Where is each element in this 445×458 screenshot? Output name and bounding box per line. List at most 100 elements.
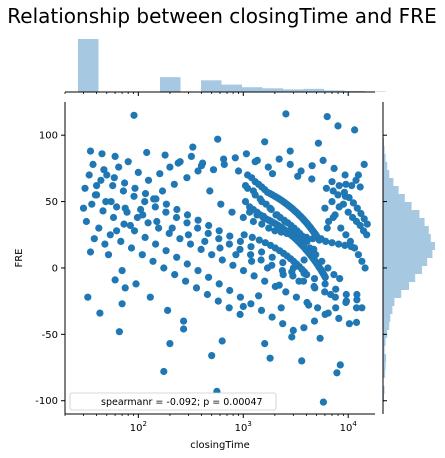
scatter-point (109, 182, 117, 190)
scatter-point (134, 168, 142, 176)
right-hist-bar (383, 258, 428, 266)
right-hist-bar (383, 314, 391, 322)
scatter-point (132, 280, 140, 288)
scatter-point (131, 184, 139, 192)
scatter-point (208, 352, 216, 360)
scatter-point (226, 232, 234, 240)
scatter-point (357, 209, 365, 218)
scatter-point (107, 198, 115, 206)
scatter-point (256, 195, 264, 203)
scatter-point (113, 203, 121, 211)
scatter-point (170, 180, 178, 188)
scatter-point (321, 310, 329, 318)
scatter-point (258, 248, 266, 256)
scatter-point (247, 251, 255, 259)
right-hist-bar (383, 274, 416, 282)
y-tick-label: 0 (52, 263, 58, 274)
scatter-point (248, 257, 256, 265)
y-tick-label: 50 (45, 197, 58, 208)
scatter-point (85, 171, 93, 179)
scatter-point (208, 251, 216, 259)
right-hist-bar (383, 202, 412, 210)
scatter-point (240, 231, 248, 239)
scatter-point (89, 160, 97, 168)
scatter-point (138, 251, 146, 259)
right-hist-bar (383, 226, 429, 234)
scatter-point (189, 143, 197, 151)
scatter-point (162, 208, 170, 216)
scatter-point (351, 244, 359, 252)
scatter-point (176, 158, 184, 166)
x-axis-label: closingTime (190, 440, 250, 451)
scatter-point (314, 304, 322, 312)
scatter-point (225, 240, 233, 248)
scatter-point (194, 267, 202, 275)
scatter-point (146, 293, 154, 301)
scatter-point (255, 292, 263, 300)
scatter-point (257, 306, 266, 314)
top-hist-bar (303, 88, 324, 92)
scatter-point (349, 199, 357, 207)
scatter-point (236, 293, 244, 301)
scatter-point (289, 326, 297, 334)
right-hist-bar (383, 250, 433, 258)
scatter-point (321, 204, 329, 212)
scatter-point (354, 251, 362, 259)
scatter-point (152, 240, 160, 248)
scatter-point (262, 200, 270, 208)
scatter-points (79, 110, 371, 406)
scatter-point (214, 135, 222, 143)
scatter-point (352, 304, 361, 312)
scatter-point (225, 304, 233, 312)
top-hist-bar (160, 77, 181, 92)
legend: spearmanr = -0.092; p = 0.00047 (69, 392, 277, 411)
right-hist-bar (383, 154, 386, 162)
scatter-point (314, 139, 322, 147)
scatter-point (205, 221, 213, 230)
scatter-point (294, 172, 302, 180)
scatter-point (344, 208, 352, 216)
main-plot-axes (64, 91, 384, 415)
scatter-point (239, 213, 247, 222)
scatter-point (123, 208, 131, 216)
scatter-point (300, 256, 308, 264)
scatter-point (239, 302, 247, 311)
right-hist-bar (383, 338, 386, 346)
scatter-point (203, 290, 211, 299)
scatter-point (247, 300, 255, 308)
scatter-point (346, 237, 354, 245)
right-hist-bar (383, 290, 402, 298)
right-hist-bar (383, 170, 390, 178)
scatter-point (141, 233, 149, 241)
scatter-point (95, 224, 103, 232)
scatter-point (183, 260, 191, 268)
scatter-point (258, 220, 266, 228)
scatter-point (113, 227, 121, 235)
scatter-point (197, 245, 205, 253)
scatter-point (183, 219, 191, 227)
scatter-point (289, 272, 297, 280)
scatter-point (232, 251, 240, 259)
scatter-point (300, 269, 308, 277)
chart-title: Relationship between closingTime and FRE (7, 4, 436, 28)
scatter-point (215, 227, 223, 235)
scatter-point (172, 213, 181, 222)
scatter-point (161, 151, 169, 159)
scatter-point (298, 357, 306, 365)
scatter-point (337, 224, 345, 232)
legend-text: spearmanr = -0.092; p = 0.00047 (101, 397, 263, 408)
scatter-point (228, 208, 236, 216)
scatter-point (329, 187, 337, 195)
scatter-point (231, 154, 239, 162)
scatter-point (300, 324, 308, 332)
scatter-point (187, 152, 195, 160)
scatter-point (249, 217, 257, 226)
scatter-point (220, 155, 228, 163)
scatter-point (341, 241, 349, 249)
scatter-point (323, 224, 331, 232)
scatter-point (345, 320, 353, 328)
scatter-point (268, 170, 277, 178)
scatter-point (342, 231, 350, 239)
scatter-point (333, 369, 341, 377)
